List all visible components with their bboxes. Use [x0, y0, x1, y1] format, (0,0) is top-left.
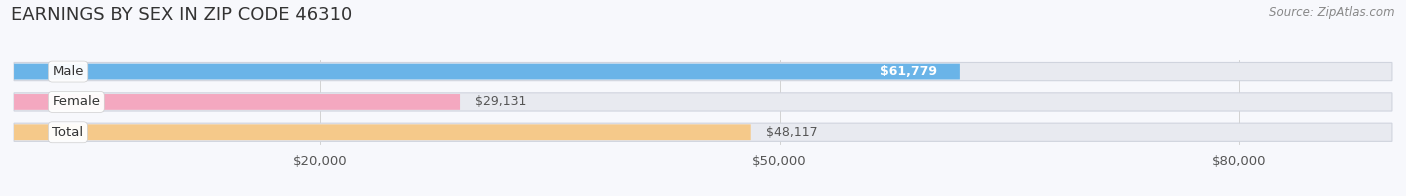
- Text: Total: Total: [52, 126, 83, 139]
- Text: Female: Female: [52, 95, 100, 108]
- Text: $29,131: $29,131: [475, 95, 527, 108]
- Text: Source: ZipAtlas.com: Source: ZipAtlas.com: [1270, 6, 1395, 19]
- FancyBboxPatch shape: [14, 63, 1392, 81]
- Text: EARNINGS BY SEX IN ZIP CODE 46310: EARNINGS BY SEX IN ZIP CODE 46310: [11, 6, 353, 24]
- FancyBboxPatch shape: [14, 123, 1392, 141]
- Text: Male: Male: [52, 65, 84, 78]
- FancyBboxPatch shape: [14, 94, 460, 110]
- FancyBboxPatch shape: [14, 124, 751, 140]
- FancyBboxPatch shape: [14, 64, 960, 79]
- Text: $61,779: $61,779: [880, 65, 936, 78]
- Text: $48,117: $48,117: [766, 126, 818, 139]
- FancyBboxPatch shape: [14, 93, 1392, 111]
